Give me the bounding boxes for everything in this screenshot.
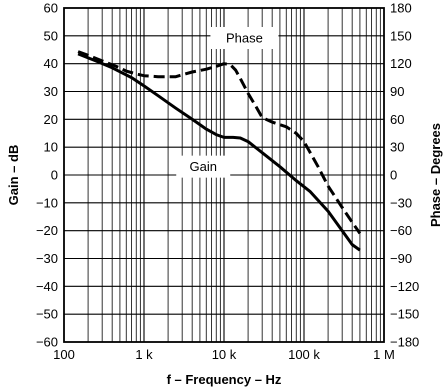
y-left-axis-label: Gain – dB: [6, 145, 21, 206]
y-right-tick-label: 150: [390, 28, 412, 43]
series-labels: Phase Gain: [176, 27, 279, 178]
series-line-gain: [77, 52, 361, 252]
y-left-tick-label: −40: [36, 279, 58, 294]
y-left-tick-labels: 60 50 40 30 20 10 0 −10 −20 −30 −40 −50 −60: [36, 1, 58, 350]
y-right-tick-label: −150: [390, 307, 419, 322]
y-left-tick-label: 30: [44, 84, 58, 99]
y-left-tick-label: −50: [36, 307, 58, 322]
y-right-tick-label: 120: [390, 56, 412, 71]
x-tick-label: 10 k: [212, 347, 237, 362]
y-left-tick-label: 10: [44, 140, 58, 155]
y-right-tick-label: −180: [390, 335, 419, 350]
y-right-tick-label: 90: [390, 84, 404, 99]
x-tick-label: 1 M: [373, 347, 395, 362]
y-right-tick-label: −60: [390, 223, 412, 238]
series-label-phase: Phase: [226, 31, 263, 46]
y-left-tick-label: 0: [51, 168, 58, 183]
series-label-background: [176, 155, 231, 178]
y-right-axis-label: Phase – Degrees: [428, 123, 443, 227]
plot-frame: [63, 7, 385, 343]
y-right-tick-label: 180: [390, 1, 412, 16]
y-right-tick-label: 30: [390, 140, 404, 155]
y-left-tick-label: 60: [44, 1, 58, 16]
y-left-tick-label: −10: [36, 195, 58, 210]
y-right-tick-label: −30: [390, 195, 412, 210]
x-axis-label: f – Frequency – Hz: [167, 372, 282, 387]
y-right-tick-label: 60: [390, 112, 404, 127]
x-tick-label: 100: [53, 347, 75, 362]
x-tick-labels: 100 1 k 10 k 100 k 1 M: [53, 347, 395, 362]
y-left-tick-label: 20: [44, 112, 58, 127]
x-tick-label: 100 k: [288, 347, 320, 362]
y-left-tick-label: −60: [36, 335, 58, 350]
y-left-tick-label: −30: [36, 251, 58, 266]
series-label-gain: Gain: [189, 159, 216, 174]
series-line-phase: [77, 50, 362, 235]
series-lines: [77, 50, 362, 252]
series-label-background: [210, 27, 279, 49]
y-left-tick-label: 40: [44, 56, 58, 71]
y-left-tick-label: −20: [36, 223, 58, 238]
y-right-tick-labels: 180 150 120 90 60 30 0 −30 −60 −90 −120 −150 −180: [390, 1, 419, 350]
y-right-tick-label: 0: [390, 168, 397, 183]
y-right-tick-label: −120: [390, 279, 419, 294]
x-tick-label: 1 k: [135, 347, 153, 362]
y-left-tick-label: 50: [44, 28, 58, 43]
y-right-tick-label: −90: [390, 251, 412, 266]
